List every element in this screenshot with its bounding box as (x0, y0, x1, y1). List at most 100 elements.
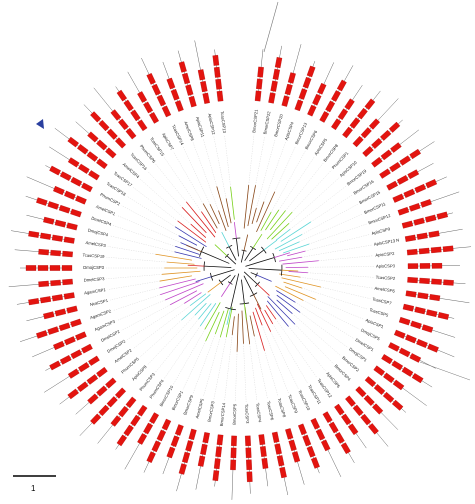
tip-guide-line (288, 326, 326, 372)
tip-guide-line (164, 325, 201, 379)
motif-block (428, 230, 440, 238)
terminal-branch (166, 261, 195, 265)
tip-label: PhumCSP2 (99, 192, 121, 207)
motif-block (64, 336, 76, 346)
internal-branch (248, 268, 283, 271)
terminal-branch (225, 198, 232, 224)
motif-block (426, 309, 438, 318)
terminal-branch (219, 308, 229, 338)
tip-guide-line (213, 136, 227, 199)
clade-branch (274, 252, 291, 258)
motif-block (405, 290, 417, 298)
internal-branch (226, 255, 237, 265)
motif-block (116, 434, 128, 447)
terminal-branch (278, 241, 300, 252)
motif-block (77, 381, 89, 392)
tip-guide-line (139, 178, 192, 225)
tip-label: AplsCSP13 N (373, 237, 399, 246)
terminal-branch (283, 281, 303, 289)
motif-block (364, 376, 377, 388)
motif-block (66, 305, 78, 314)
motif-block (137, 433, 148, 445)
tip-label: DmojCSP4 (87, 228, 109, 238)
tip-guide-line (301, 204, 358, 235)
motif-block (63, 292, 75, 300)
motif-block (421, 324, 434, 333)
motif-block (81, 182, 93, 193)
clade-branch (243, 234, 249, 251)
tip-guide-line (224, 334, 233, 402)
scale-bar-label: 1 (31, 484, 36, 493)
motif-block (414, 183, 427, 194)
motif-block (388, 121, 401, 133)
motif-block (118, 118, 129, 131)
internal-branch (203, 265, 232, 268)
clade-branch (214, 244, 228, 257)
tip-guide-line (112, 225, 176, 247)
motif-block (149, 112, 159, 124)
clade-branch (263, 239, 278, 251)
motif-block (345, 395, 356, 407)
motif-block (416, 232, 428, 240)
terminal-branch (243, 184, 250, 229)
motif-block (40, 296, 52, 304)
motif-block (261, 457, 269, 469)
motif-block (416, 338, 428, 348)
terminal-branch (175, 245, 200, 255)
motif-block (373, 384, 386, 395)
terminal-branch (281, 277, 321, 288)
motif-block (372, 403, 384, 415)
clade-branch (195, 276, 212, 282)
tip-label: DmelCSP4 (91, 215, 113, 227)
terminal-branch (247, 185, 256, 227)
internal-branch (240, 250, 245, 263)
motif-block (298, 423, 307, 436)
motif-block (328, 421, 339, 434)
motif-block (87, 393, 99, 405)
motif-block (200, 81, 208, 93)
tip-guide-line (139, 319, 182, 358)
tip-guide-line (182, 146, 211, 205)
motif-block (268, 92, 276, 104)
motif-block (143, 422, 154, 435)
tip-label: ApisCSP1 (365, 317, 385, 329)
tip-guide-line (278, 156, 315, 211)
tip-guide-line (116, 299, 166, 321)
motif-block (420, 199, 432, 208)
terminal-branch (249, 315, 255, 337)
tip-guide-line (291, 169, 332, 213)
motif-block (246, 459, 253, 471)
terminal-branch (266, 305, 277, 320)
tip-label: TcasCSP6 (266, 400, 275, 421)
motif-block (62, 250, 73, 258)
motif-block (349, 117, 361, 129)
tip-guide-line (173, 151, 204, 204)
internal-branch (244, 247, 254, 261)
motif-block (78, 163, 90, 174)
terminal-branch (279, 256, 303, 262)
tip-label: ApisCSP4 (284, 121, 295, 141)
motif-block (66, 222, 78, 231)
tip-guide-line (289, 185, 347, 230)
internal-branch (243, 271, 258, 285)
tip-guide-line (132, 305, 191, 349)
tip-guide-line (255, 136, 265, 186)
terminal-branch (241, 310, 244, 344)
motif-block (61, 265, 73, 271)
motif-block (137, 119, 148, 132)
motif-block (391, 399, 404, 411)
internal-branch (220, 274, 231, 283)
tip-label: ApisCSP12 (207, 113, 216, 136)
tip-label: ApisCSP3 (376, 263, 396, 268)
terminal-branch (186, 201, 216, 238)
terminal-branch (205, 311, 220, 342)
motif-block (368, 423, 379, 435)
motif-block (137, 404, 148, 417)
tip-guide-line (116, 215, 181, 243)
terminal-branch (276, 290, 296, 303)
motif-block (105, 147, 117, 159)
terminal-branch (274, 234, 303, 250)
tip-label: TcasCSP8 (277, 398, 288, 419)
motif-block (216, 434, 224, 446)
tip-label: AmelCSP5 (194, 397, 205, 419)
